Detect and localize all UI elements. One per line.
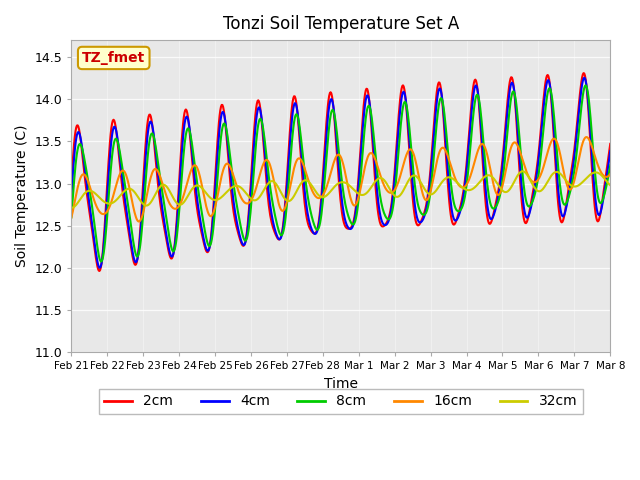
2cm	[230, 214, 238, 219]
32cm	[131, 189, 138, 195]
4cm	[607, 148, 614, 154]
Line: 4cm: 4cm	[71, 78, 611, 268]
16cm	[607, 171, 614, 177]
Line: 8cm: 8cm	[71, 85, 611, 262]
16cm	[397, 171, 404, 177]
4cm	[131, 259, 139, 265]
8cm	[278, 232, 285, 238]
8cm	[67, 215, 75, 220]
16cm	[428, 186, 435, 192]
2cm	[95, 268, 103, 274]
4cm	[397, 101, 404, 107]
8cm	[582, 83, 589, 88]
Line: 16cm: 16cm	[71, 137, 611, 222]
2cm	[607, 141, 614, 147]
32cm	[230, 183, 237, 189]
16cm	[67, 215, 75, 221]
Title: Tonzi Soil Temperature Set A: Tonzi Soil Temperature Set A	[223, 15, 459, 33]
Y-axis label: Soil Temperature (C): Soil Temperature (C)	[15, 125, 29, 267]
8cm	[131, 250, 139, 255]
4cm	[580, 75, 588, 81]
4cm	[278, 234, 285, 240]
16cm	[582, 134, 590, 140]
8cm	[97, 259, 105, 264]
X-axis label: Time: Time	[324, 377, 358, 391]
4cm	[67, 194, 75, 200]
16cm	[278, 207, 285, 213]
2cm	[428, 159, 435, 165]
8cm	[397, 121, 404, 127]
2cm	[278, 232, 285, 238]
Legend: 2cm, 4cm, 8cm, 16cm, 32cm: 2cm, 4cm, 8cm, 16cm, 32cm	[99, 389, 583, 414]
16cm	[230, 176, 238, 181]
2cm	[131, 262, 139, 268]
8cm	[230, 187, 238, 192]
8cm	[257, 117, 265, 122]
8cm	[428, 183, 435, 189]
8cm	[607, 162, 614, 168]
Text: TZ_fmet: TZ_fmet	[82, 51, 145, 65]
4cm	[95, 265, 103, 271]
32cm	[277, 189, 285, 195]
32cm	[257, 193, 264, 199]
4cm	[257, 111, 265, 117]
16cm	[135, 219, 143, 225]
32cm	[396, 192, 404, 198]
2cm	[580, 70, 588, 76]
2cm	[397, 90, 404, 96]
32cm	[518, 168, 526, 174]
32cm	[426, 192, 434, 197]
4cm	[230, 204, 238, 210]
32cm	[607, 182, 614, 188]
32cm	[67, 205, 75, 211]
16cm	[257, 168, 265, 173]
Line: 2cm: 2cm	[71, 73, 611, 271]
2cm	[67, 181, 75, 187]
2cm	[257, 112, 265, 118]
4cm	[428, 167, 435, 173]
16cm	[131, 210, 138, 216]
Line: 32cm: 32cm	[71, 171, 611, 208]
